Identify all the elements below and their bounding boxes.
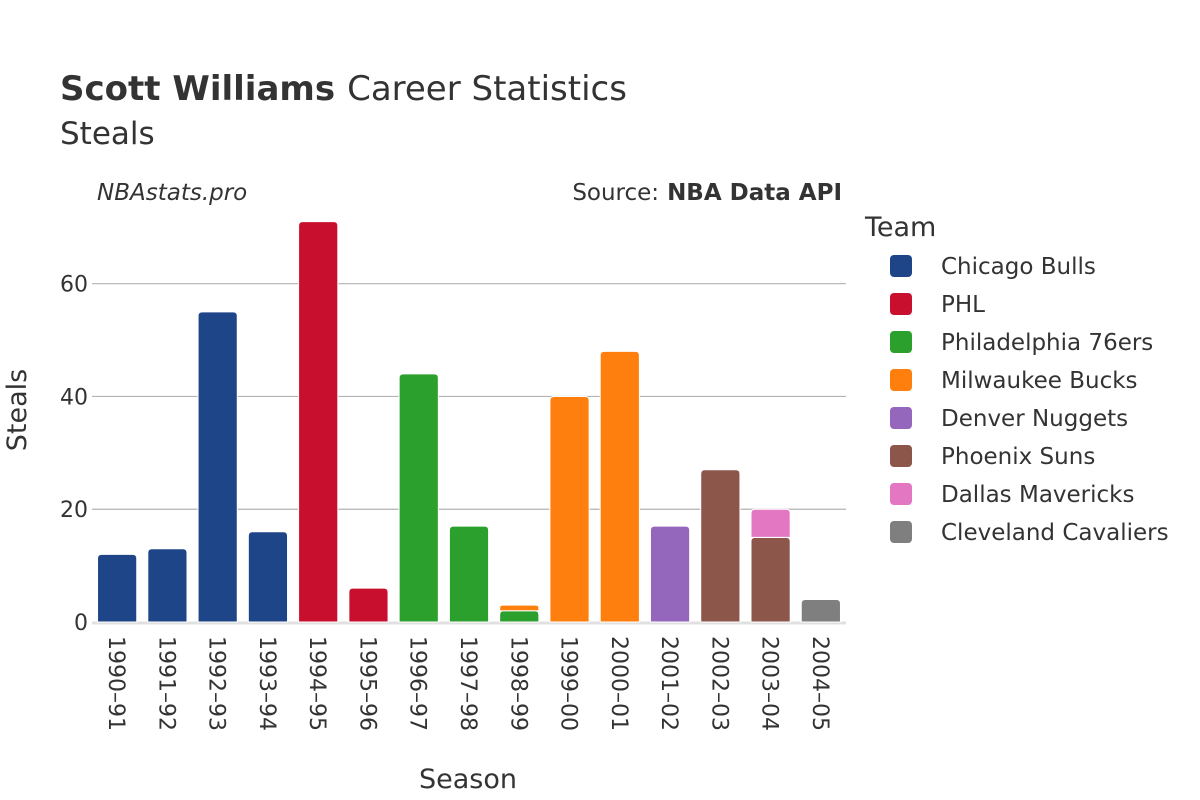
bar-segment bbox=[649, 525, 691, 623]
bar-segment bbox=[599, 350, 640, 623]
legend-label: Milwaukee Bucks bbox=[941, 368, 1138, 394]
bar-segment bbox=[549, 395, 590, 623]
y-axis-ticks: 0 20 40 60 bbox=[60, 273, 88, 636]
legend-label: Phoenix Suns bbox=[941, 444, 1095, 470]
legend-swatch bbox=[890, 369, 912, 391]
legend-item[interactable]: PHL bbox=[890, 292, 985, 318]
x-tick-label: 2000–01 bbox=[606, 636, 631, 731]
x-tick-label: 2001–02 bbox=[656, 636, 681, 731]
legend-label: Cleveland Cavaliers bbox=[941, 520, 1169, 546]
legend-swatch bbox=[890, 407, 912, 429]
source-value: NBA Data API bbox=[667, 180, 842, 206]
x-tick-label: 1991–92 bbox=[153, 636, 178, 731]
legend-swatch bbox=[890, 331, 912, 353]
y-tick-label: 60 bbox=[60, 273, 88, 298]
x-tick-label: 1997–98 bbox=[455, 636, 480, 731]
x-tick-label: 1996–97 bbox=[405, 636, 430, 731]
legend-swatch bbox=[890, 483, 912, 505]
x-tick-label: 1998–99 bbox=[505, 636, 530, 731]
x-tick-label: 1994–95 bbox=[304, 636, 329, 731]
title-suffix: Career Statistics bbox=[347, 69, 627, 109]
x-tick-label: 2004–05 bbox=[807, 636, 832, 731]
y-axis-title: Steals bbox=[2, 369, 33, 451]
legend-item[interactable]: Dallas Mavericks bbox=[890, 482, 1134, 508]
legend-swatch bbox=[890, 521, 912, 543]
bar-segment bbox=[147, 548, 188, 623]
legend-item[interactable]: Cleveland Cavaliers bbox=[890, 520, 1169, 546]
bar-segment bbox=[800, 598, 841, 623]
chart-subtitle: Steals bbox=[60, 116, 155, 152]
legend-item[interactable]: Philadelphia 76ers bbox=[890, 330, 1153, 356]
legend-title: Team bbox=[864, 212, 936, 243]
bar-segment bbox=[448, 525, 490, 623]
y-tick-label: 20 bbox=[60, 498, 88, 523]
x-tick-label: 2003–04 bbox=[757, 636, 782, 731]
bar-segment bbox=[750, 536, 791, 623]
x-tick-label: 1999–00 bbox=[556, 636, 581, 731]
bar-segment bbox=[700, 469, 741, 623]
x-axis-title: Season bbox=[419, 764, 517, 795]
legend-swatch bbox=[890, 255, 912, 277]
legend-label: Chicago Bulls bbox=[941, 254, 1096, 280]
bar-segment bbox=[247, 531, 289, 623]
legend-swatch bbox=[890, 293, 912, 315]
bar-segment bbox=[499, 604, 540, 612]
site-credit: NBAstats.pro bbox=[97, 180, 247, 206]
legend-label: Denver Nuggets bbox=[941, 406, 1128, 432]
x-tick-label: 1992–93 bbox=[204, 636, 229, 731]
legend-label: Philadelphia 76ers bbox=[941, 330, 1153, 356]
source-label: Source: bbox=[572, 180, 659, 206]
legend: Chicago Bulls PHL Philadelphia 76ers Milwau… bbox=[890, 254, 1169, 546]
bar-segment bbox=[398, 373, 439, 623]
source-credit: Source: NBA Data API bbox=[572, 180, 842, 206]
legend-swatch bbox=[890, 445, 912, 467]
legend-label: PHL bbox=[941, 292, 985, 318]
legend-item[interactable]: Milwaukee Bucks bbox=[890, 368, 1138, 394]
bar-segment bbox=[197, 311, 238, 623]
legend-item[interactable]: Phoenix Suns bbox=[890, 444, 1095, 470]
y-tick-label: 40 bbox=[60, 385, 88, 410]
x-tick-label: 2002–03 bbox=[706, 636, 731, 731]
legend-item[interactable]: Denver Nuggets bbox=[890, 406, 1128, 432]
x-tick-label: 1993–94 bbox=[254, 636, 279, 731]
legend-label: Dallas Mavericks bbox=[941, 482, 1134, 508]
bar-segment bbox=[298, 221, 339, 623]
x-tick-label: 1990–91 bbox=[103, 636, 128, 731]
y-tick-label: 0 bbox=[74, 611, 88, 636]
bars bbox=[97, 221, 841, 623]
bar-segment bbox=[499, 610, 540, 623]
x-axis-ticks: 1990–91 1991–92 1992–93 1993–94 1994–95 1995–… bbox=[103, 636, 832, 731]
legend-item[interactable]: Chicago Bulls bbox=[890, 254, 1096, 280]
x-tick-label: 1995–96 bbox=[354, 636, 379, 731]
bar-segment bbox=[348, 587, 389, 623]
chart-title: Scott Williams Career Statistics bbox=[60, 69, 627, 109]
player-name: Scott Williams bbox=[60, 69, 335, 109]
bar-segment bbox=[750, 508, 791, 538]
bar-segment bbox=[97, 553, 138, 623]
